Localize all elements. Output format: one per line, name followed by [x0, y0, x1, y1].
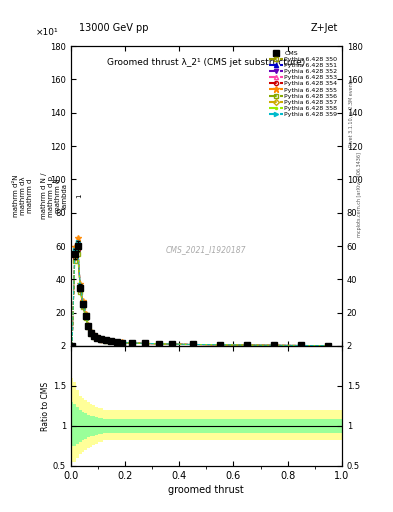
Text: mcplots.cern.ch [arXiv:1306.3436]: mcplots.cern.ch [arXiv:1306.3436]	[357, 152, 362, 237]
Legend: CMS, Pythia 6.428 350, Pythia 6.428 351, Pythia 6.428 352, Pythia 6.428 353, Pyt: CMS, Pythia 6.428 350, Pythia 6.428 351,…	[268, 49, 339, 118]
Text: Groomed thrust λ_2¹ (CMS jet substructure): Groomed thrust λ_2¹ (CMS jet substructur…	[107, 58, 305, 67]
Text: 13000 GeV pp: 13000 GeV pp	[79, 23, 148, 33]
Text: Rivet 3.1.10, ≥ 2.3M events: Rivet 3.1.10, ≥ 2.3M events	[349, 78, 354, 147]
Y-axis label: Ratio to CMS: Ratio to CMS	[41, 381, 50, 431]
Text: CMS_2021_I1920187: CMS_2021_I1920187	[166, 245, 246, 254]
Text: ×10¹: ×10¹	[35, 28, 58, 37]
Y-axis label: mathrm d²N
mathrm dλ
mathrm d

mathrm d N /
mathrm d p
mathrm d
lambda

1: mathrm d²N mathrm dλ mathrm d mathrm d N…	[13, 173, 82, 219]
X-axis label: groomed thrust: groomed thrust	[169, 485, 244, 495]
Text: Z+Jet: Z+Jet	[310, 23, 338, 33]
